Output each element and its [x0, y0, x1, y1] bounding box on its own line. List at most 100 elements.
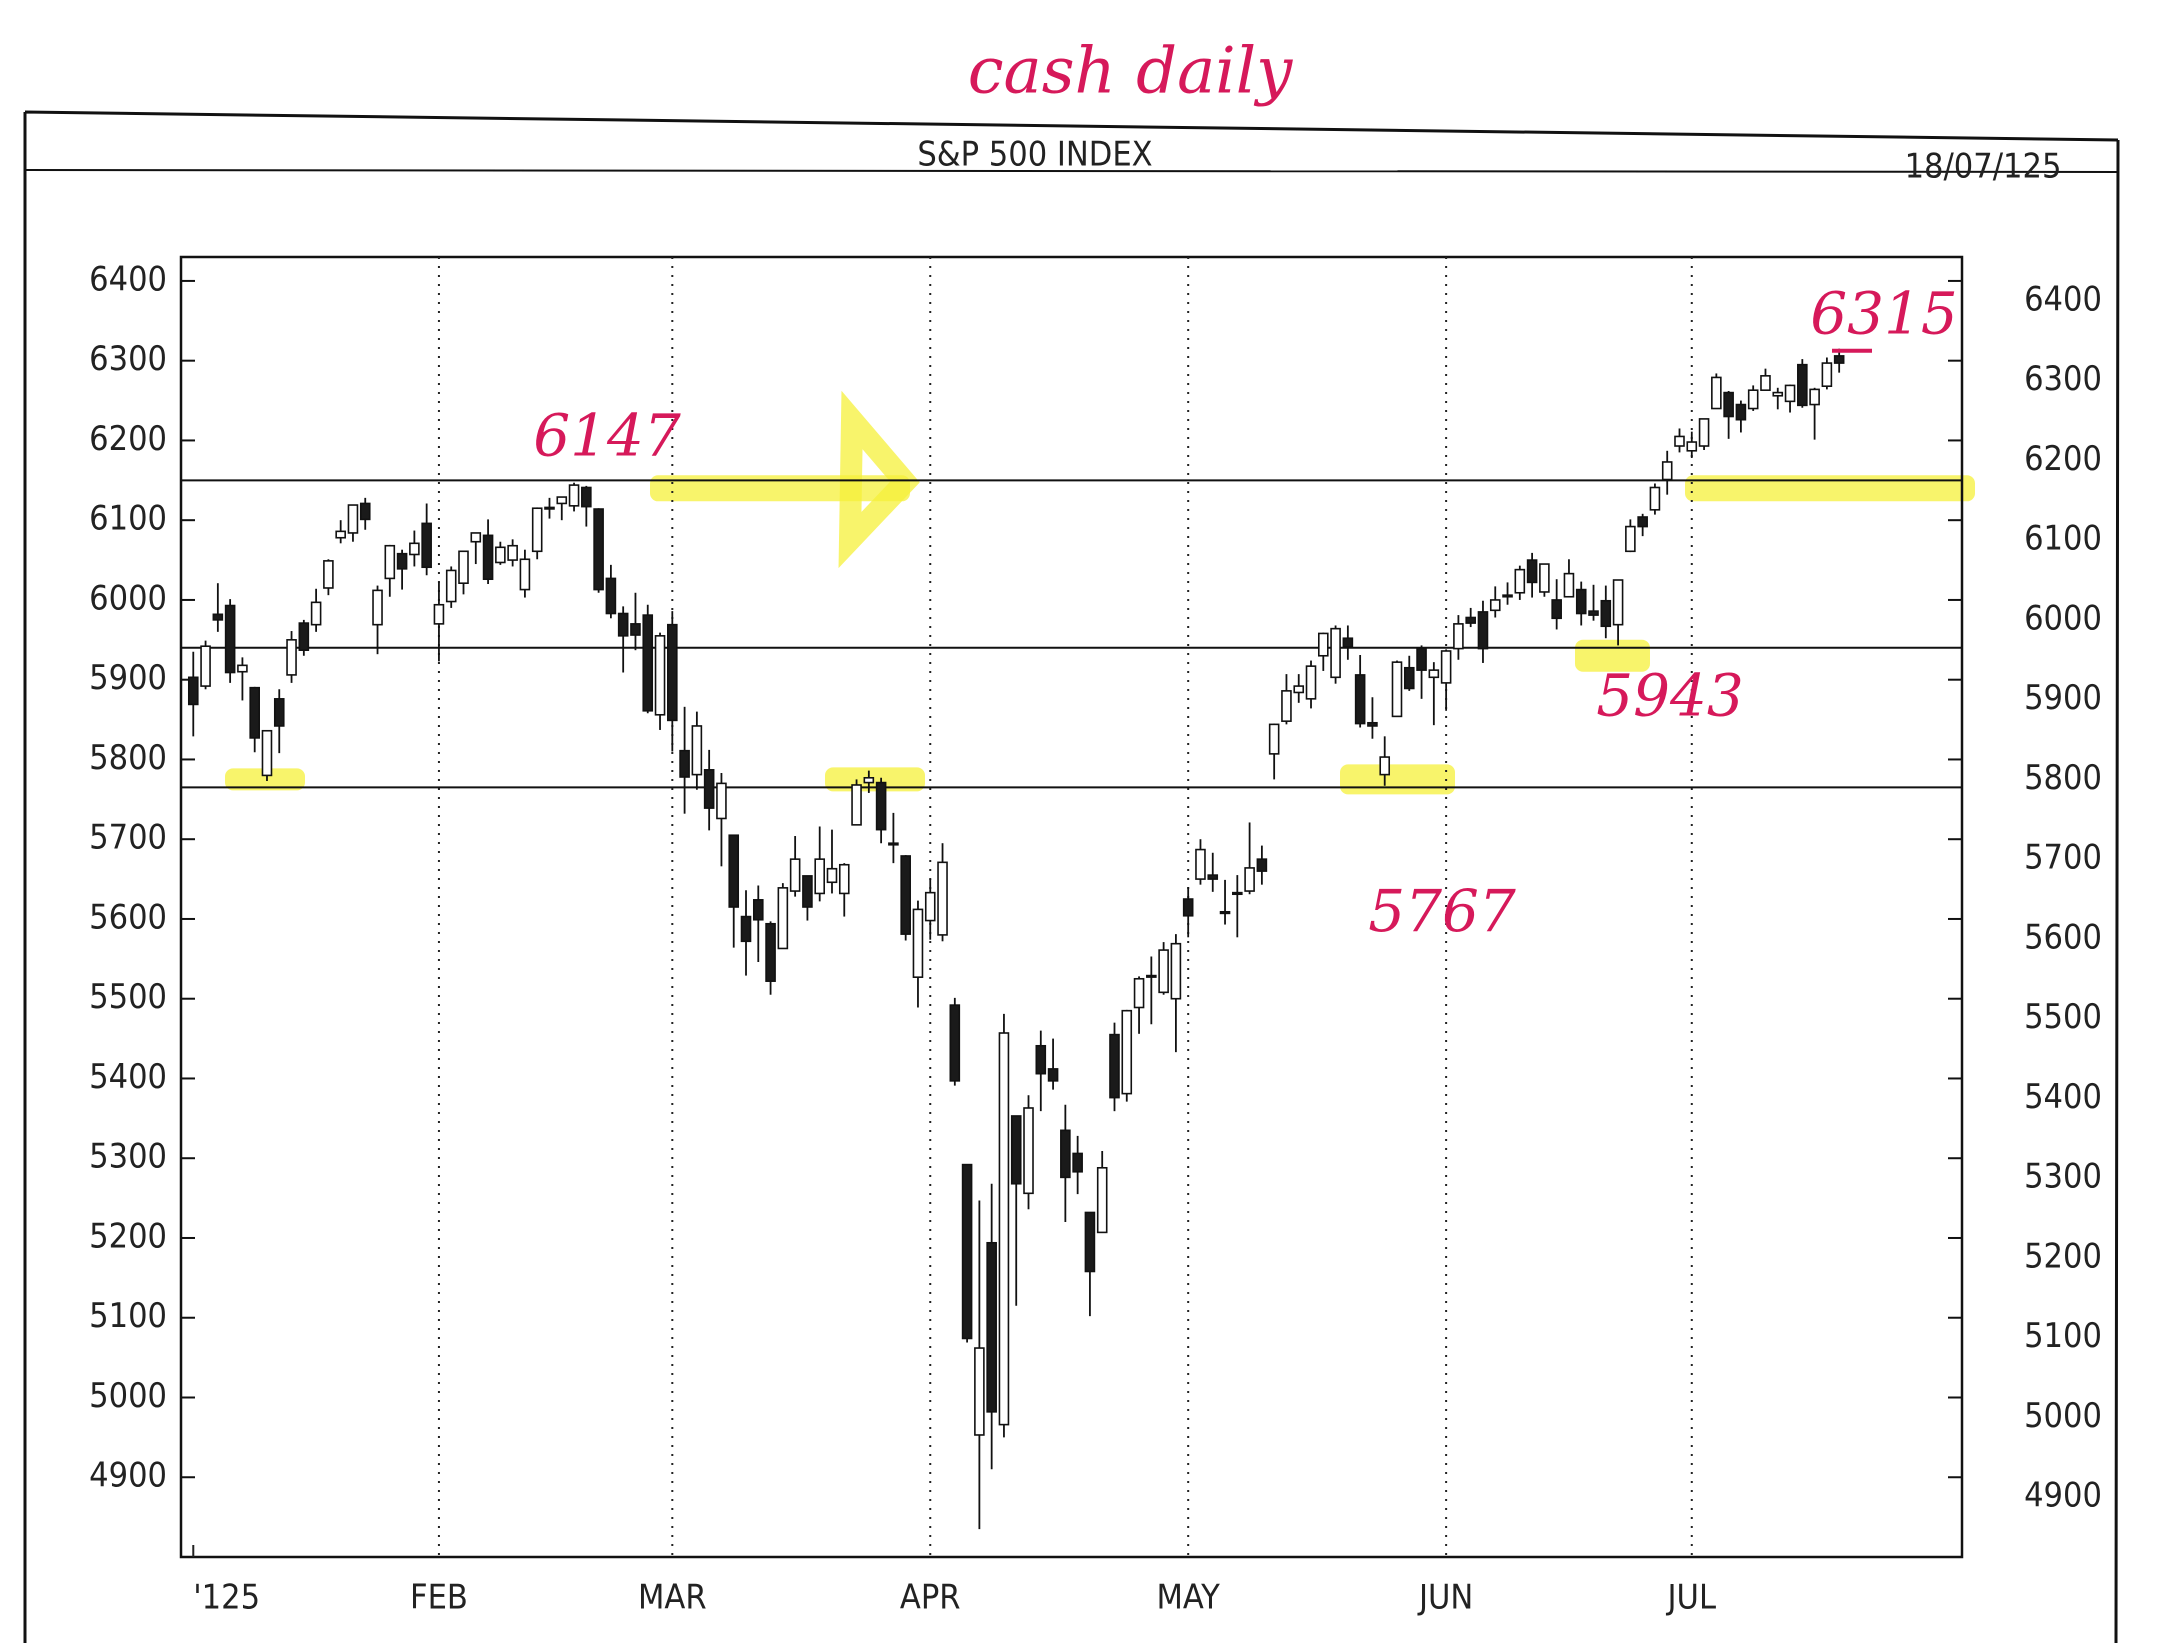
y-tick-label: 5700: [89, 818, 167, 858]
candle-body: [1440, 650, 1452, 684]
candle-body: [1600, 599, 1612, 628]
y2-tick-label: 6400: [2024, 279, 2102, 319]
candle-body: [593, 508, 604, 591]
candle-body: [1625, 525, 1636, 553]
candle-body: [1305, 665, 1317, 700]
y-tick-label: 5600: [89, 897, 167, 937]
page-frame: [23, 110, 2120, 1644]
candle-body: [568, 484, 580, 507]
candle-body: [1060, 1129, 1071, 1179]
candle-body: [1232, 891, 1243, 896]
candle-body: [556, 496, 568, 505]
candle-body: [261, 729, 273, 777]
candle-body: [421, 522, 432, 569]
handwritten-annotation: 5767: [1368, 877, 1516, 945]
y2-tick-label: 5800: [2024, 758, 2102, 798]
candle-body: [937, 861, 948, 936]
candle-body: [1072, 1152, 1083, 1173]
y-tick-label: 5900: [89, 658, 167, 698]
candle-body: [630, 623, 641, 636]
highlight: [1685, 475, 1975, 502]
y2-tick-label: 5400: [2024, 1077, 2102, 1117]
candle-body: [323, 560, 334, 589]
candle-body: [752, 899, 764, 921]
candle-body: [1637, 516, 1648, 528]
candle-body: [1747, 389, 1759, 410]
y-tick-label: 5100: [89, 1296, 167, 1336]
candle-body: [1379, 756, 1391, 776]
chart-date: 18/07/125: [1905, 147, 2062, 187]
y-tick-label: 5000: [89, 1376, 167, 1416]
candle-body: [888, 842, 899, 846]
candle-body: [1477, 611, 1489, 650]
candle-body: [458, 550, 469, 584]
candle-body: [605, 577, 617, 615]
candle-body: [1539, 563, 1550, 593]
candle-body: [1010, 1115, 1022, 1185]
candle-body: [1809, 388, 1820, 406]
header-rule: [24, 169, 2119, 173]
candle-body: [986, 1241, 997, 1413]
candle-body: [728, 834, 740, 908]
y2-tick-label: 5300: [2024, 1157, 2102, 1197]
y2-tick-label: 5700: [2024, 838, 2102, 878]
candle-body: [691, 725, 703, 776]
y-tick-label: 5200: [89, 1216, 167, 1256]
candle-body: [1502, 594, 1513, 598]
candle-body: [200, 645, 211, 687]
candle-body: [470, 532, 482, 543]
candle-body: [1686, 441, 1698, 452]
candle-body: [384, 544, 396, 580]
candle-body: [863, 776, 875, 784]
candle-body: [765, 922, 776, 982]
candle-body: [1612, 579, 1624, 626]
candle-body: [1428, 669, 1440, 679]
candle-body: [667, 623, 678, 722]
candle-body: [1207, 874, 1219, 880]
candle-body: [445, 569, 457, 603]
candle-body: [495, 546, 506, 564]
candle-body: [949, 1004, 961, 1082]
candle-body: [273, 698, 285, 727]
handwritten-annotation: 6147: [533, 402, 681, 470]
y2-tick-label: 5100: [2024, 1316, 2102, 1356]
y-tick-label: 5300: [89, 1137, 167, 1177]
handwritten-title: cash daily: [968, 35, 1293, 109]
highlight: [650, 475, 910, 502]
candle-body: [961, 1163, 973, 1340]
candle-body: [286, 639, 297, 676]
candle-body: [212, 613, 224, 621]
candle-body: [1797, 363, 1808, 407]
candle-body: [1023, 1107, 1034, 1195]
candle-body: [1219, 910, 1231, 915]
candle-body: [642, 614, 654, 712]
candle-body: [814, 858, 826, 895]
y2-tick-label: 6300: [2024, 359, 2102, 399]
plot-frame: [179, 255, 1964, 1559]
candle-body: [1711, 376, 1722, 410]
y2-tick-label: 5900: [2024, 678, 2102, 718]
candle-body: [1317, 632, 1329, 657]
candle-body: [1735, 403, 1747, 421]
candle-body: [802, 875, 813, 908]
candle-body: [544, 506, 555, 510]
candle-body: [1084, 1211, 1096, 1273]
candle-body: [335, 530, 346, 539]
candle-body: [249, 686, 260, 739]
candle-body: [1661, 461, 1673, 481]
candle-body: [851, 784, 862, 826]
candle-body: [1342, 637, 1354, 648]
candle-body: [433, 603, 445, 625]
candle-body: [1133, 977, 1145, 1009]
y-tick-label: 5400: [89, 1057, 167, 1097]
candle-body: [1096, 1166, 1108, 1234]
y2-tick-label: 5500: [2024, 997, 2102, 1037]
candle-body: [679, 749, 690, 778]
candle-body: [1588, 610, 1599, 616]
candle-body: [826, 867, 838, 884]
candle-body: [974, 1347, 985, 1436]
candle-body: [900, 855, 911, 935]
candle-body: [224, 604, 236, 674]
candle-body: [875, 781, 887, 831]
candle-body: [789, 858, 801, 892]
